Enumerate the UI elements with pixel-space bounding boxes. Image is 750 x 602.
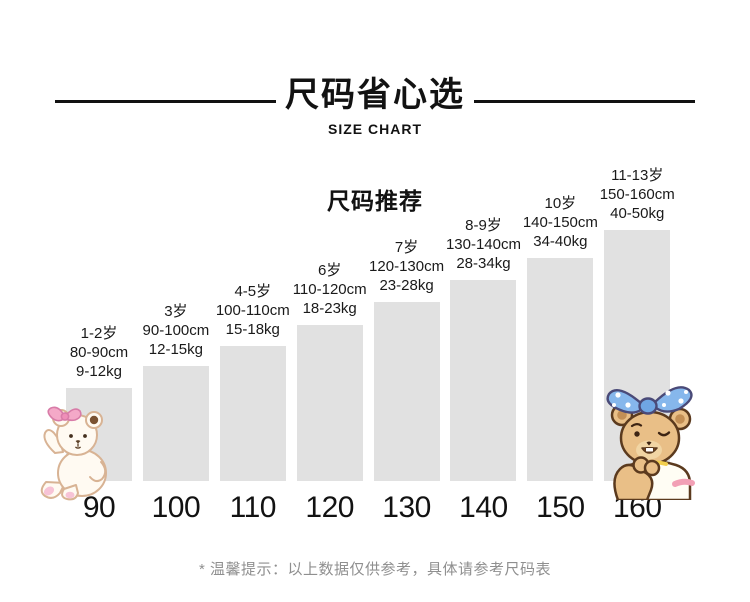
size-column-150: 10岁 140-150cm 34-40kg 150 [523, 194, 598, 524]
size-axis-label: 120 [305, 491, 354, 524]
bar-label: 7岁 120-130cm 23-28kg [369, 238, 444, 295]
bar-label-line: 100-110cm [215, 302, 290, 319]
size-axis-label: 90 [82, 491, 116, 524]
bar-label-line: 11-13岁 [611, 167, 664, 184]
size-axis-label: 130 [382, 491, 431, 524]
bar-label-line: 6岁 [318, 262, 342, 279]
bar-label: 6岁 110-120cm 18-23kg [293, 261, 367, 318]
bar-label-line: 23-28kg [379, 277, 434, 294]
size-column-110: 4-5岁 100-110cm 15-18kg 110 [216, 282, 290, 524]
bar-label-line: 150-160cm [599, 186, 675, 203]
size-axis-label: 140 [459, 491, 508, 524]
bar [450, 280, 517, 481]
bar-label: 4-5岁 100-110cm 15-18kg [216, 282, 290, 339]
footer-note: * 温馨提示：以上数据仅供参考，具体请参考尺码表 [198, 561, 551, 578]
page-title: 尺码省心选 [285, 76, 465, 114]
bar-label-line: 9-12kg [76, 363, 122, 380]
bar-label-line: 4-5岁 [234, 283, 272, 300]
title-left-rule [55, 100, 276, 103]
title-right-rule [474, 100, 695, 103]
bar [219, 346, 286, 481]
size-column-130: 7岁 120-130cm 23-28kg 130 [369, 238, 444, 524]
page-subtitle: SIZE CHART [328, 121, 422, 137]
bar-label-line: 3岁 [164, 303, 188, 320]
bar [373, 302, 440, 481]
chart-heading: 尺码推荐 [327, 188, 423, 214]
bar-label-line: 40-50kg [610, 205, 665, 222]
bar [527, 258, 594, 481]
size-axis-label: 110 [229, 491, 277, 524]
bar-label-line: 120-130cm [369, 258, 445, 275]
teddy-bear-pink-bow-icon [40, 406, 107, 501]
teddy-bear-blue-bow-icon [606, 386, 695, 500]
bar-label-line: 12-15kg [148, 341, 203, 358]
size-axis-label: 100 [151, 491, 201, 524]
bar-label: 10岁 140-150cm 34-40kg [523, 194, 598, 251]
bar-label-line: 34-40kg [533, 233, 588, 250]
bar [296, 325, 363, 481]
bar-label: 3岁 90-100cm 12-15kg [143, 302, 210, 359]
header: 尺码省心选 [0, 76, 750, 114]
bar-label-line: 90-100cm [142, 322, 210, 339]
bar-chart: 1-2岁 80-90cm 9-12kg 90 3岁 90-100cm 12-15kg 100 4… [66, 0, 675, 524]
bar [142, 366, 209, 481]
bar-label-line: 10岁 [544, 195, 577, 212]
bar-label-line: 8-9岁 [465, 217, 502, 234]
bar-label-line: 110-120cm [292, 281, 367, 298]
bar-label-line: 80-90cm [69, 344, 129, 361]
size-column-140: 8-9岁 130-140cm 28-34kg 140 [446, 216, 521, 524]
bar-label: 1-2岁 80-90cm 9-12kg [70, 324, 128, 381]
bar-label: 11-13岁 150-160cm 40-50kg [600, 166, 675, 223]
size-axis-label: 150 [536, 491, 585, 524]
size-column-100: 3岁 90-100cm 12-15kg 100 [142, 302, 210, 524]
bar-label-line: 7岁 [394, 239, 419, 256]
pink-bow-icon [47, 406, 82, 422]
bar-label-line: 130-140cm [445, 236, 521, 253]
bar-label-line: 140-150cm [522, 214, 598, 231]
bar-label-line: 15-18kg [225, 321, 280, 338]
bar-label-line: 18-23kg [302, 300, 357, 317]
bar-label-line: 1-2岁 [80, 325, 118, 342]
bar-label: 8-9岁 130-140cm 28-34kg [446, 216, 521, 273]
bar-label-line: 28-34kg [456, 255, 511, 272]
size-column-120: 6岁 110-120cm 18-23kg 120 [293, 261, 367, 524]
